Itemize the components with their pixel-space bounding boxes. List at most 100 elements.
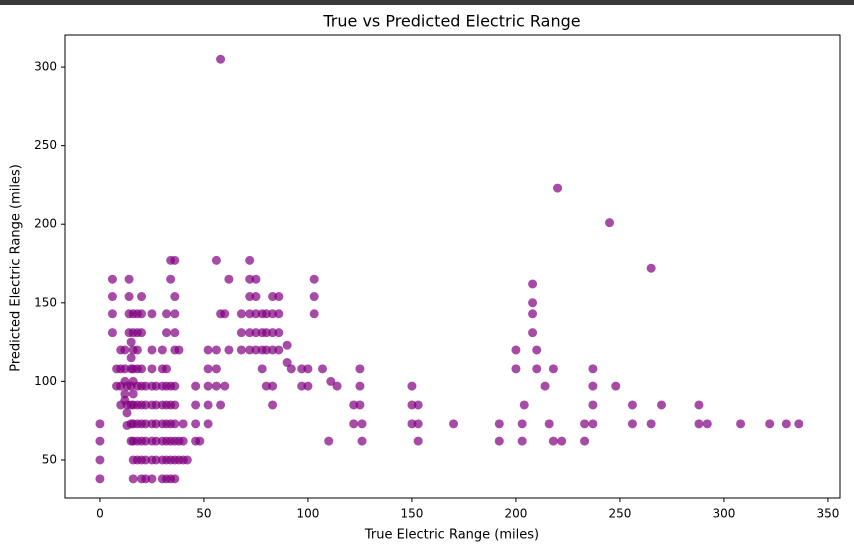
x-tick-label: 150 [400,507,423,521]
point [261,309,271,319]
point [236,345,246,355]
point [357,436,367,446]
point [191,419,201,429]
point [268,309,278,319]
point [224,274,234,284]
point [170,328,180,338]
point [511,345,521,355]
point [151,419,161,429]
point [580,419,590,429]
point [170,474,180,484]
point [122,408,132,418]
point [141,455,151,465]
point [236,309,246,319]
y-axis-label: Predicted Electric Range (miles) [9,164,24,372]
point [765,419,775,429]
point [261,328,271,338]
point [357,419,367,429]
point [170,381,180,391]
point [124,292,134,302]
point [170,309,180,319]
y-tick-label: 100 [34,374,57,388]
point [211,364,221,374]
point [627,400,637,410]
point [211,381,221,391]
point [216,400,226,410]
x-tick-label: 300 [712,507,735,521]
point [157,345,167,355]
point [349,419,359,429]
point [528,309,538,319]
top-bar [0,0,854,5]
point [245,274,255,284]
point [251,345,261,355]
point [286,364,296,374]
point [203,400,213,410]
y-tick-label: 200 [34,217,57,231]
point [147,309,157,319]
x-tick-label: 350 [816,507,839,521]
x-axis-label: True Electric Range (miles) [364,528,539,543]
point [251,274,261,284]
point [178,419,188,429]
point [548,436,558,446]
plot [95,54,804,484]
point [413,400,423,410]
point [303,381,313,391]
point [178,436,188,446]
point [324,436,334,446]
point [120,389,130,399]
point [557,436,567,446]
point [413,419,423,429]
point [191,400,201,410]
point [137,309,147,319]
point [588,364,598,374]
point [211,255,221,265]
point [170,419,180,429]
point [494,436,504,446]
point [303,364,313,374]
point [203,364,213,374]
point [236,328,246,338]
point [588,381,598,391]
x-tick-label: 0 [96,507,104,521]
point [147,474,157,484]
x-tick-label: 250 [608,507,631,521]
point [694,419,704,429]
point [517,436,527,446]
point [251,292,261,302]
point [95,419,105,429]
point [326,376,336,386]
x-tick-label: 200 [504,507,527,521]
point [588,400,598,410]
point [588,419,598,429]
point [166,274,176,284]
point [120,345,130,355]
point [268,381,278,391]
point [170,292,180,302]
point [216,54,226,64]
point [251,328,261,338]
point [781,419,791,429]
point [407,381,417,391]
point [120,364,130,374]
point [203,345,213,355]
point [553,183,563,193]
point [224,345,234,355]
point [257,364,267,374]
point [151,381,161,391]
x-tick-label: 100 [296,507,319,521]
point [349,400,359,410]
point [332,381,342,391]
point [191,381,201,391]
point [245,309,255,319]
point [261,381,271,391]
point [274,345,284,355]
point [580,436,590,446]
point [182,455,192,465]
point [107,292,117,302]
point [141,436,151,446]
point [544,419,554,429]
point [532,364,542,374]
